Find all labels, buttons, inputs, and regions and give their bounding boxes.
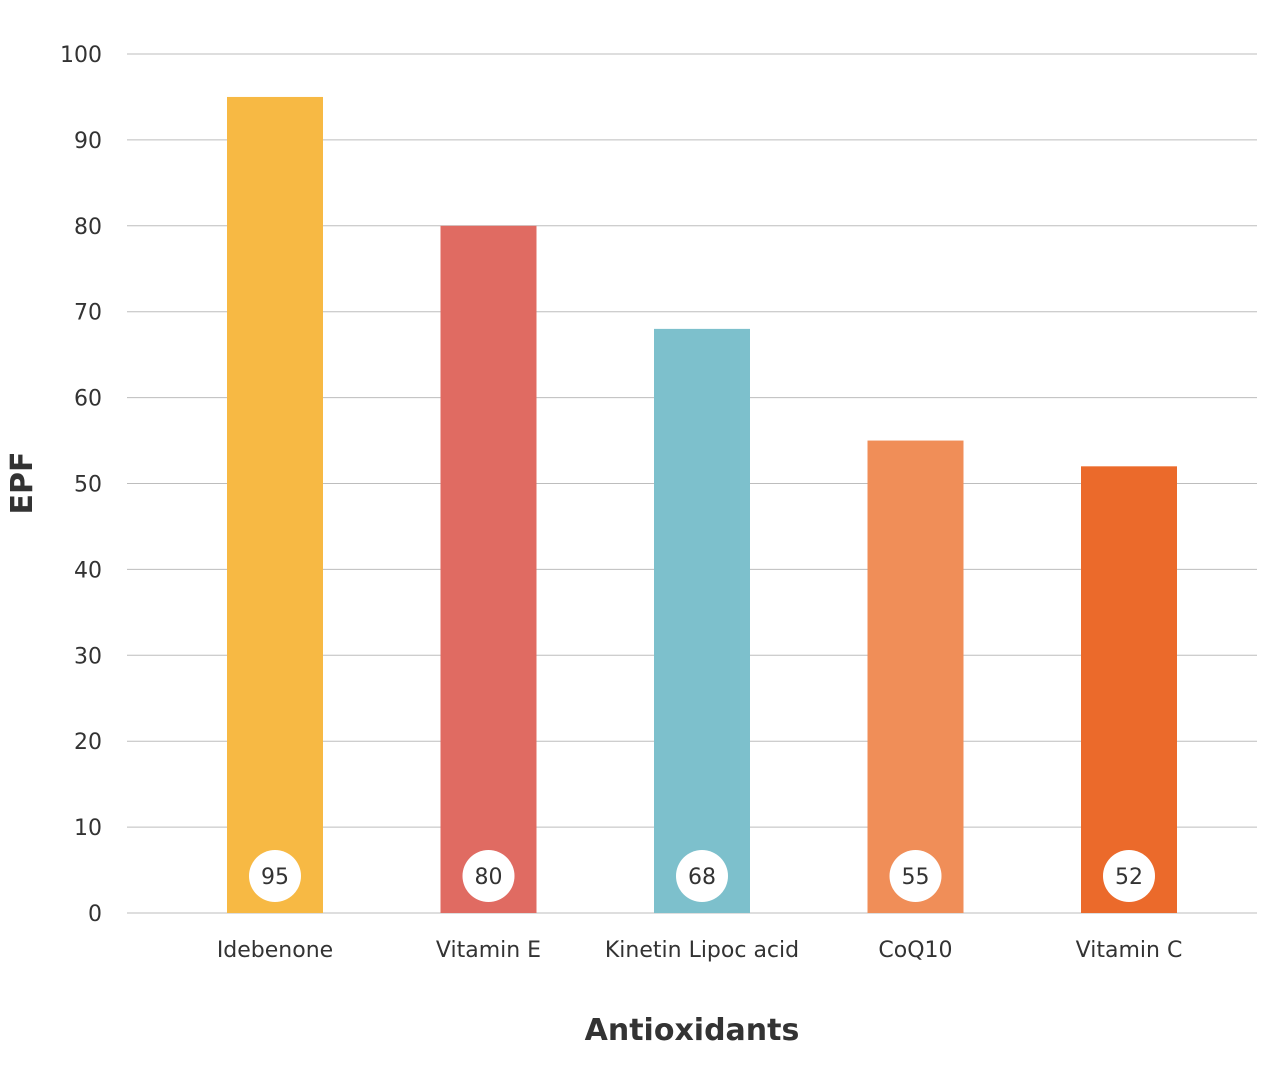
data-label: 68 — [688, 865, 716, 890]
bar-vitamin-c — [1081, 466, 1177, 913]
y-axis-title: EPF — [5, 452, 40, 515]
x-category-label: Vitamin C — [1076, 938, 1183, 963]
y-tick-label: 90 — [74, 129, 102, 154]
data-label: 95 — [261, 865, 289, 890]
y-tick-label: 0 — [88, 902, 102, 927]
y-tick-label: 30 — [74, 644, 102, 669]
data-labels: 95 80 68 55 52 — [249, 850, 1155, 902]
data-label: 52 — [1115, 865, 1143, 890]
bars — [227, 96, 1177, 914]
x-category-label: Idebenone — [217, 938, 333, 963]
data-label-badge — [462, 850, 515, 902]
x-category-label: CoQ10 — [878, 938, 952, 963]
bar-vitamin-e — [440, 225, 537, 914]
y-tick-label: 10 — [74, 816, 102, 841]
bar-idebenone — [227, 96, 323, 913]
bar-coq10 — [867, 440, 964, 913]
data-label: 55 — [902, 865, 930, 890]
y-tick-label: 20 — [74, 730, 102, 755]
x-category-label: Vitamin E — [436, 938, 541, 963]
data-label-badge — [889, 850, 942, 902]
y-tick-label: 50 — [74, 473, 102, 498]
x-axis-categories: Idebenone Vitamin E Kinetin Lipoc acid CoQ1… — [217, 938, 1183, 963]
y-axis-ticks: 0 10 20 30 40 50 60 70 80 90 100 — [60, 43, 102, 927]
y-tick-label: 80 — [74, 215, 102, 240]
x-axis-title: Antioxidants — [585, 1013, 800, 1048]
x-category-label: Kinetin Lipoc acid — [605, 938, 799, 963]
data-label-badge — [1103, 850, 1155, 902]
y-tick-label: 70 — [74, 301, 102, 326]
y-tick-label: 40 — [74, 558, 102, 583]
data-label-badge — [676, 850, 728, 902]
y-tick-label: 100 — [60, 43, 102, 68]
data-label-badge — [249, 850, 301, 902]
data-label: 80 — [475, 865, 503, 890]
y-tick-label: 60 — [74, 387, 102, 412]
bar-kinetin-lipoc-acid — [654, 328, 750, 913]
